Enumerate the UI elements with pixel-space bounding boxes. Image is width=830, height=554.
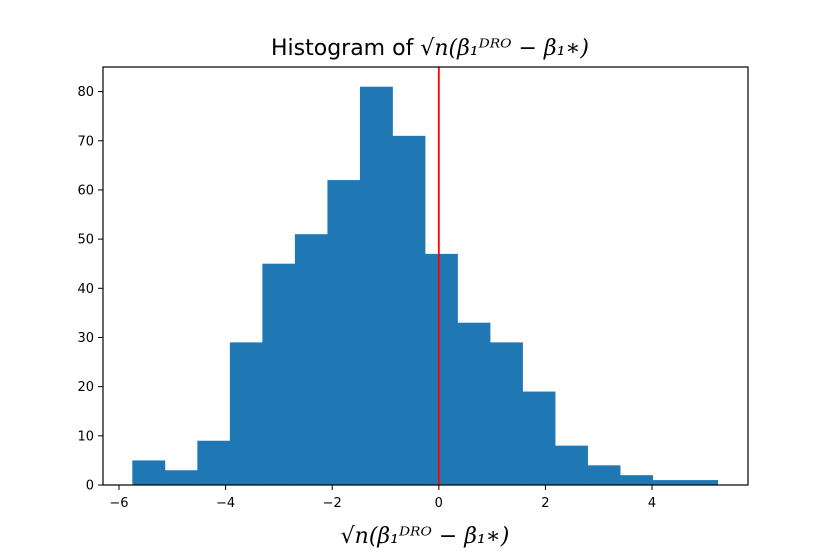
x-tick-label: 4 [648,496,656,511]
y-tick-label: 10 [77,429,94,444]
y-tick-label: 20 [77,380,94,395]
histogram-bar [197,440,231,485]
histogram-bars [132,86,719,486]
y-tick-label: 0 [86,479,94,494]
histogram-bar [652,480,686,485]
y-axis-ticks: 0 10 20 30 40 50 60 70 80 [77,85,103,494]
x-tick-label: −6 [109,496,128,511]
y-tick-label: 80 [77,85,94,100]
x-tick-label: 0 [435,496,443,511]
histogram-bar [359,86,393,485]
y-tick-label: 70 [77,134,94,149]
y-tick-label: 50 [77,233,94,248]
x-tick-label: −4 [216,496,235,511]
histogram-bar [327,180,361,485]
histogram-bar [457,322,491,485]
plot-area-frame [102,66,749,486]
histogram-bar [685,480,719,485]
histogram-bar [522,391,556,485]
y-tick-label: 30 [77,331,94,346]
histogram-bar [164,470,198,485]
histogram-bar [620,475,653,485]
histogram-bar [392,135,426,486]
y-tick-label: 60 [77,183,94,198]
histogram-bar [490,342,523,485]
x-tick-label: −2 [323,496,342,511]
x-axis-label: √n(β₁ᴰᴿᴼ − β₁∗) [341,524,510,549]
histogram-bar [229,342,263,485]
histogram-bar [294,234,328,485]
histogram-bar [132,460,166,485]
x-tick-label: 2 [541,496,549,511]
y-tick-label: 40 [77,282,94,297]
histogram-bar [587,465,621,485]
histogram-bar [262,263,296,485]
chart-title-math: √n(β₁ᴰᴿᴼ − β₁∗) [420,36,589,61]
chart-title: Histogram of √n(β₁ᴰᴿᴼ − β₁∗) [271,36,589,61]
chart-title-prefix: Histogram of [271,36,420,61]
histogram-bar [424,253,458,485]
x-axis-ticks: −6 −4 −2 0 2 4 [109,485,656,511]
histogram-bar [555,445,588,485]
